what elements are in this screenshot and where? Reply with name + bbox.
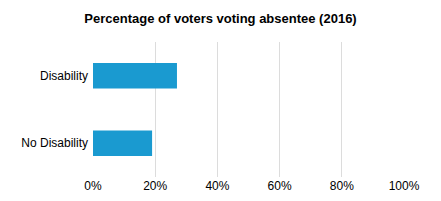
svg-text:100%: 100% bbox=[389, 179, 420, 193]
svg-text:Percentage of voters voting ab: Percentage of voters voting absentee (20… bbox=[84, 11, 356, 26]
svg-text:0%: 0% bbox=[84, 179, 102, 193]
svg-text:Disability: Disability bbox=[40, 69, 88, 83]
svg-text:40%: 40% bbox=[205, 179, 229, 193]
svg-text:80%: 80% bbox=[330, 179, 354, 193]
svg-text:60%: 60% bbox=[268, 179, 292, 193]
svg-text:20%: 20% bbox=[143, 179, 167, 193]
svg-text:No Disability: No Disability bbox=[21, 136, 88, 150]
